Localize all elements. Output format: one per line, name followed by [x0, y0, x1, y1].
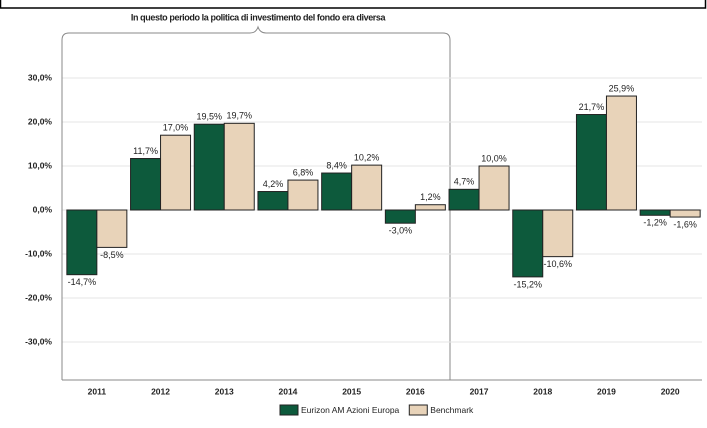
- bar: [223, 122, 255, 211]
- data-label: -3,0%: [389, 226, 413, 236]
- legend-label: Eurizon AM Azioni Europa: [301, 405, 400, 415]
- bar: [414, 204, 446, 211]
- period-brace: [61, 25, 451, 380]
- y-tick-label: 20,0%: [28, 116, 53, 126]
- bar: [478, 165, 510, 211]
- bar: [96, 209, 128, 248]
- data-label: 19,7%: [226, 111, 252, 121]
- bar: [321, 172, 353, 211]
- x-tick-label: 2012: [151, 386, 170, 396]
- data-label: 10,0%: [481, 153, 507, 163]
- legend-swatch: [408, 404, 428, 416]
- bar: [130, 158, 162, 211]
- x-tick-label: 2015: [342, 386, 361, 396]
- y-tick-label: 10,0%: [28, 160, 53, 170]
- legend-label: Benchmark: [430, 405, 474, 415]
- data-label: -8,5%: [100, 250, 124, 260]
- data-label: 8,4%: [326, 160, 347, 170]
- data-label: -15,2%: [513, 279, 542, 289]
- legend-swatch: [279, 404, 299, 416]
- bar: [351, 164, 383, 211]
- data-label: -10,6%: [543, 259, 572, 269]
- y-tick-label: 30,0%: [28, 72, 53, 82]
- y-tick-label: 0,0%: [33, 204, 53, 214]
- data-label: 21,7%: [579, 102, 605, 112]
- bar: [66, 209, 98, 276]
- x-tick-label: 2016: [406, 386, 425, 396]
- bar: [575, 114, 607, 211]
- bar: [160, 134, 192, 211]
- data-label: 17,0%: [163, 123, 189, 133]
- bar: [669, 209, 701, 218]
- bar: [257, 191, 289, 211]
- x-tick-label: 2013: [215, 386, 234, 396]
- data-label: 4,7%: [454, 177, 475, 187]
- x-tick-label: 2020: [661, 386, 680, 396]
- x-tick-label: 2014: [278, 386, 297, 396]
- data-label: -1,2%: [643, 218, 667, 228]
- bar: [512, 209, 544, 278]
- bar: [448, 188, 480, 211]
- x-tick-label: 2018: [533, 386, 552, 396]
- data-label: 4,2%: [263, 179, 284, 189]
- y-tick-label: -30,0%: [25, 336, 52, 346]
- data-label: 6,8%: [293, 167, 314, 177]
- data-label: -14,7%: [68, 277, 97, 287]
- y-tick-label: -10,0%: [25, 248, 52, 258]
- data-label: -1,6%: [673, 219, 697, 229]
- bar: [287, 179, 319, 211]
- x-tick-label: 2017: [470, 386, 489, 396]
- data-label: 1,2%: [420, 192, 441, 202]
- data-label: 19,5%: [196, 112, 222, 122]
- data-label: 11,7%: [133, 146, 158, 156]
- bar: [384, 209, 416, 224]
- data-label: 10,2%: [354, 152, 380, 162]
- frame: [0, 0, 707, 9]
- bar: [542, 209, 574, 258]
- bar: [639, 209, 671, 216]
- bar: [193, 123, 225, 211]
- annotation: In questo periodo la politica di investi…: [131, 12, 387, 22]
- data-label: 25,9%: [609, 83, 635, 93]
- x-tick-label: 2011: [88, 386, 107, 396]
- bar: [605, 95, 637, 211]
- x-tick-label: 2019: [597, 386, 616, 396]
- y-tick-label: -20,0%: [25, 292, 52, 302]
